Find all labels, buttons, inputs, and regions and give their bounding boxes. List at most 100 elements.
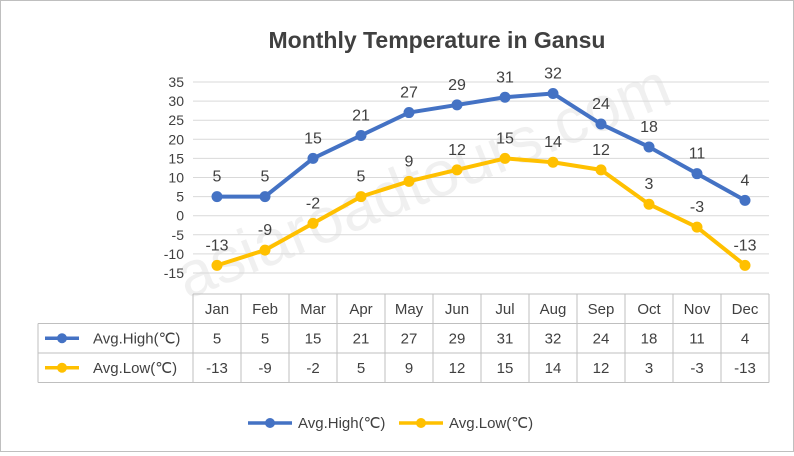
- data-label: 3: [645, 176, 654, 193]
- data-point: [595, 118, 607, 130]
- table-cell: 27: [401, 330, 418, 347]
- data-point: [739, 259, 751, 271]
- data-label: -13: [205, 237, 228, 254]
- series-layer: 5 5 15 21 27 29 31 32 24 18 11 4 -13 -9 -2 5 9 12 15 14 12 3 -…: [205, 65, 757, 271]
- data-point: [259, 191, 271, 203]
- data-label: 27: [400, 85, 418, 102]
- table-cell: 32: [545, 330, 562, 347]
- y-axis-labels: 35 30 25 20 15 10 5 0 -5 -10 -15: [164, 74, 184, 281]
- data-label: -13: [733, 237, 756, 254]
- data-point: [403, 175, 415, 187]
- table-cell: 11: [689, 330, 705, 347]
- data-point: [691, 168, 703, 180]
- data-label: 21: [352, 107, 370, 124]
- data-point: [547, 87, 559, 99]
- table-cell: -13: [734, 360, 756, 377]
- category-label: Apr: [349, 301, 372, 318]
- data-point: [499, 91, 511, 103]
- data-point: [403, 107, 415, 119]
- data-label: 12: [592, 142, 610, 159]
- category-label: Feb: [252, 301, 278, 318]
- data-label: 15: [496, 130, 514, 147]
- data-label: 29: [448, 77, 466, 94]
- data-point: [355, 129, 367, 141]
- data-label: 5: [213, 169, 222, 186]
- data-point: [739, 194, 751, 206]
- series-line: [216, 156, 747, 268]
- table-cell: 29: [449, 330, 466, 347]
- y-tick-label: -10: [164, 246, 184, 262]
- data-label: 15: [304, 130, 322, 147]
- data-label: 24: [592, 96, 610, 113]
- table-cell: -13: [206, 360, 228, 377]
- data-label: -2: [306, 195, 320, 212]
- data-point: [307, 152, 319, 164]
- y-tick-label: 35: [168, 74, 184, 90]
- data-point: [643, 141, 655, 153]
- category-label: Dec: [732, 301, 759, 318]
- data-label: 9: [405, 153, 414, 170]
- table-cell: -2: [306, 360, 319, 377]
- y-tick-label: 25: [168, 112, 184, 128]
- table-cell: 14: [545, 360, 562, 377]
- data-point: [211, 259, 223, 271]
- data-label: 12: [448, 142, 466, 159]
- table-legend-key-marker: [57, 362, 67, 373]
- table-cell: 24: [593, 330, 610, 347]
- category-label: Nov: [684, 301, 711, 318]
- data-label: -3: [690, 199, 704, 216]
- table-cell: -9: [258, 360, 271, 377]
- table-cell: 15: [305, 330, 322, 347]
- legend-label: Avg.Low(℃): [449, 415, 533, 432]
- table-cell: 12: [449, 360, 466, 377]
- data-point: [355, 191, 367, 203]
- category-label: May: [395, 301, 424, 318]
- legend: Avg.High(℃) Avg.Low(℃): [248, 415, 533, 432]
- table-cell: 3: [645, 360, 653, 377]
- category-label: Oct: [637, 301, 661, 318]
- table-cell: 9: [405, 360, 413, 377]
- category-label: Jan: [205, 301, 229, 318]
- data-point: [307, 217, 319, 229]
- y-tick-label: -15: [164, 265, 184, 281]
- data-point: [451, 164, 463, 176]
- data-label: 5: [261, 169, 270, 186]
- data-label: 32: [544, 65, 562, 82]
- data-point: [691, 221, 703, 233]
- table-series-name: Avg.Low(℃): [93, 360, 177, 377]
- category-label: Sep: [588, 301, 615, 318]
- data-label: 31: [496, 69, 514, 86]
- legend-key-marker: [265, 418, 275, 428]
- y-tick-label: 30: [168, 93, 184, 109]
- category-label: Aug: [540, 301, 567, 318]
- chart-title: Monthly Temperature in Gansu: [269, 27, 606, 53]
- data-label: 4: [741, 172, 750, 189]
- y-tick-label: 10: [168, 170, 184, 186]
- y-tick-label: 20: [168, 131, 184, 147]
- y-tick-label: 0: [176, 208, 184, 224]
- data-label: -9: [258, 222, 272, 239]
- series-line: [217, 91, 746, 203]
- data-label: 11: [689, 146, 706, 163]
- y-tick-label: 5: [176, 189, 184, 205]
- data-point: [595, 164, 607, 176]
- data-point: [547, 156, 559, 168]
- data-label: 18: [640, 119, 658, 136]
- table-cell: 5: [213, 330, 221, 347]
- category-label: Jul: [495, 301, 514, 318]
- data-table: Jan Feb Mar Apr May Jun Jul Aug Sep Oct Nov Dec Avg.…: [37, 293, 770, 383]
- table-cell: 5: [261, 330, 269, 347]
- table-cell: -3: [690, 360, 703, 377]
- table-cell: 21: [353, 330, 370, 347]
- data-label: 14: [544, 134, 562, 151]
- data-point: [643, 198, 655, 210]
- data-label: 5: [357, 169, 366, 186]
- legend-label: Avg.High(℃): [298, 415, 385, 432]
- table-cell: 5: [357, 360, 365, 377]
- data-point: [499, 152, 511, 164]
- table-cell: 4: [741, 330, 749, 347]
- table-cell: 15: [497, 360, 514, 377]
- category-label: Mar: [300, 301, 326, 318]
